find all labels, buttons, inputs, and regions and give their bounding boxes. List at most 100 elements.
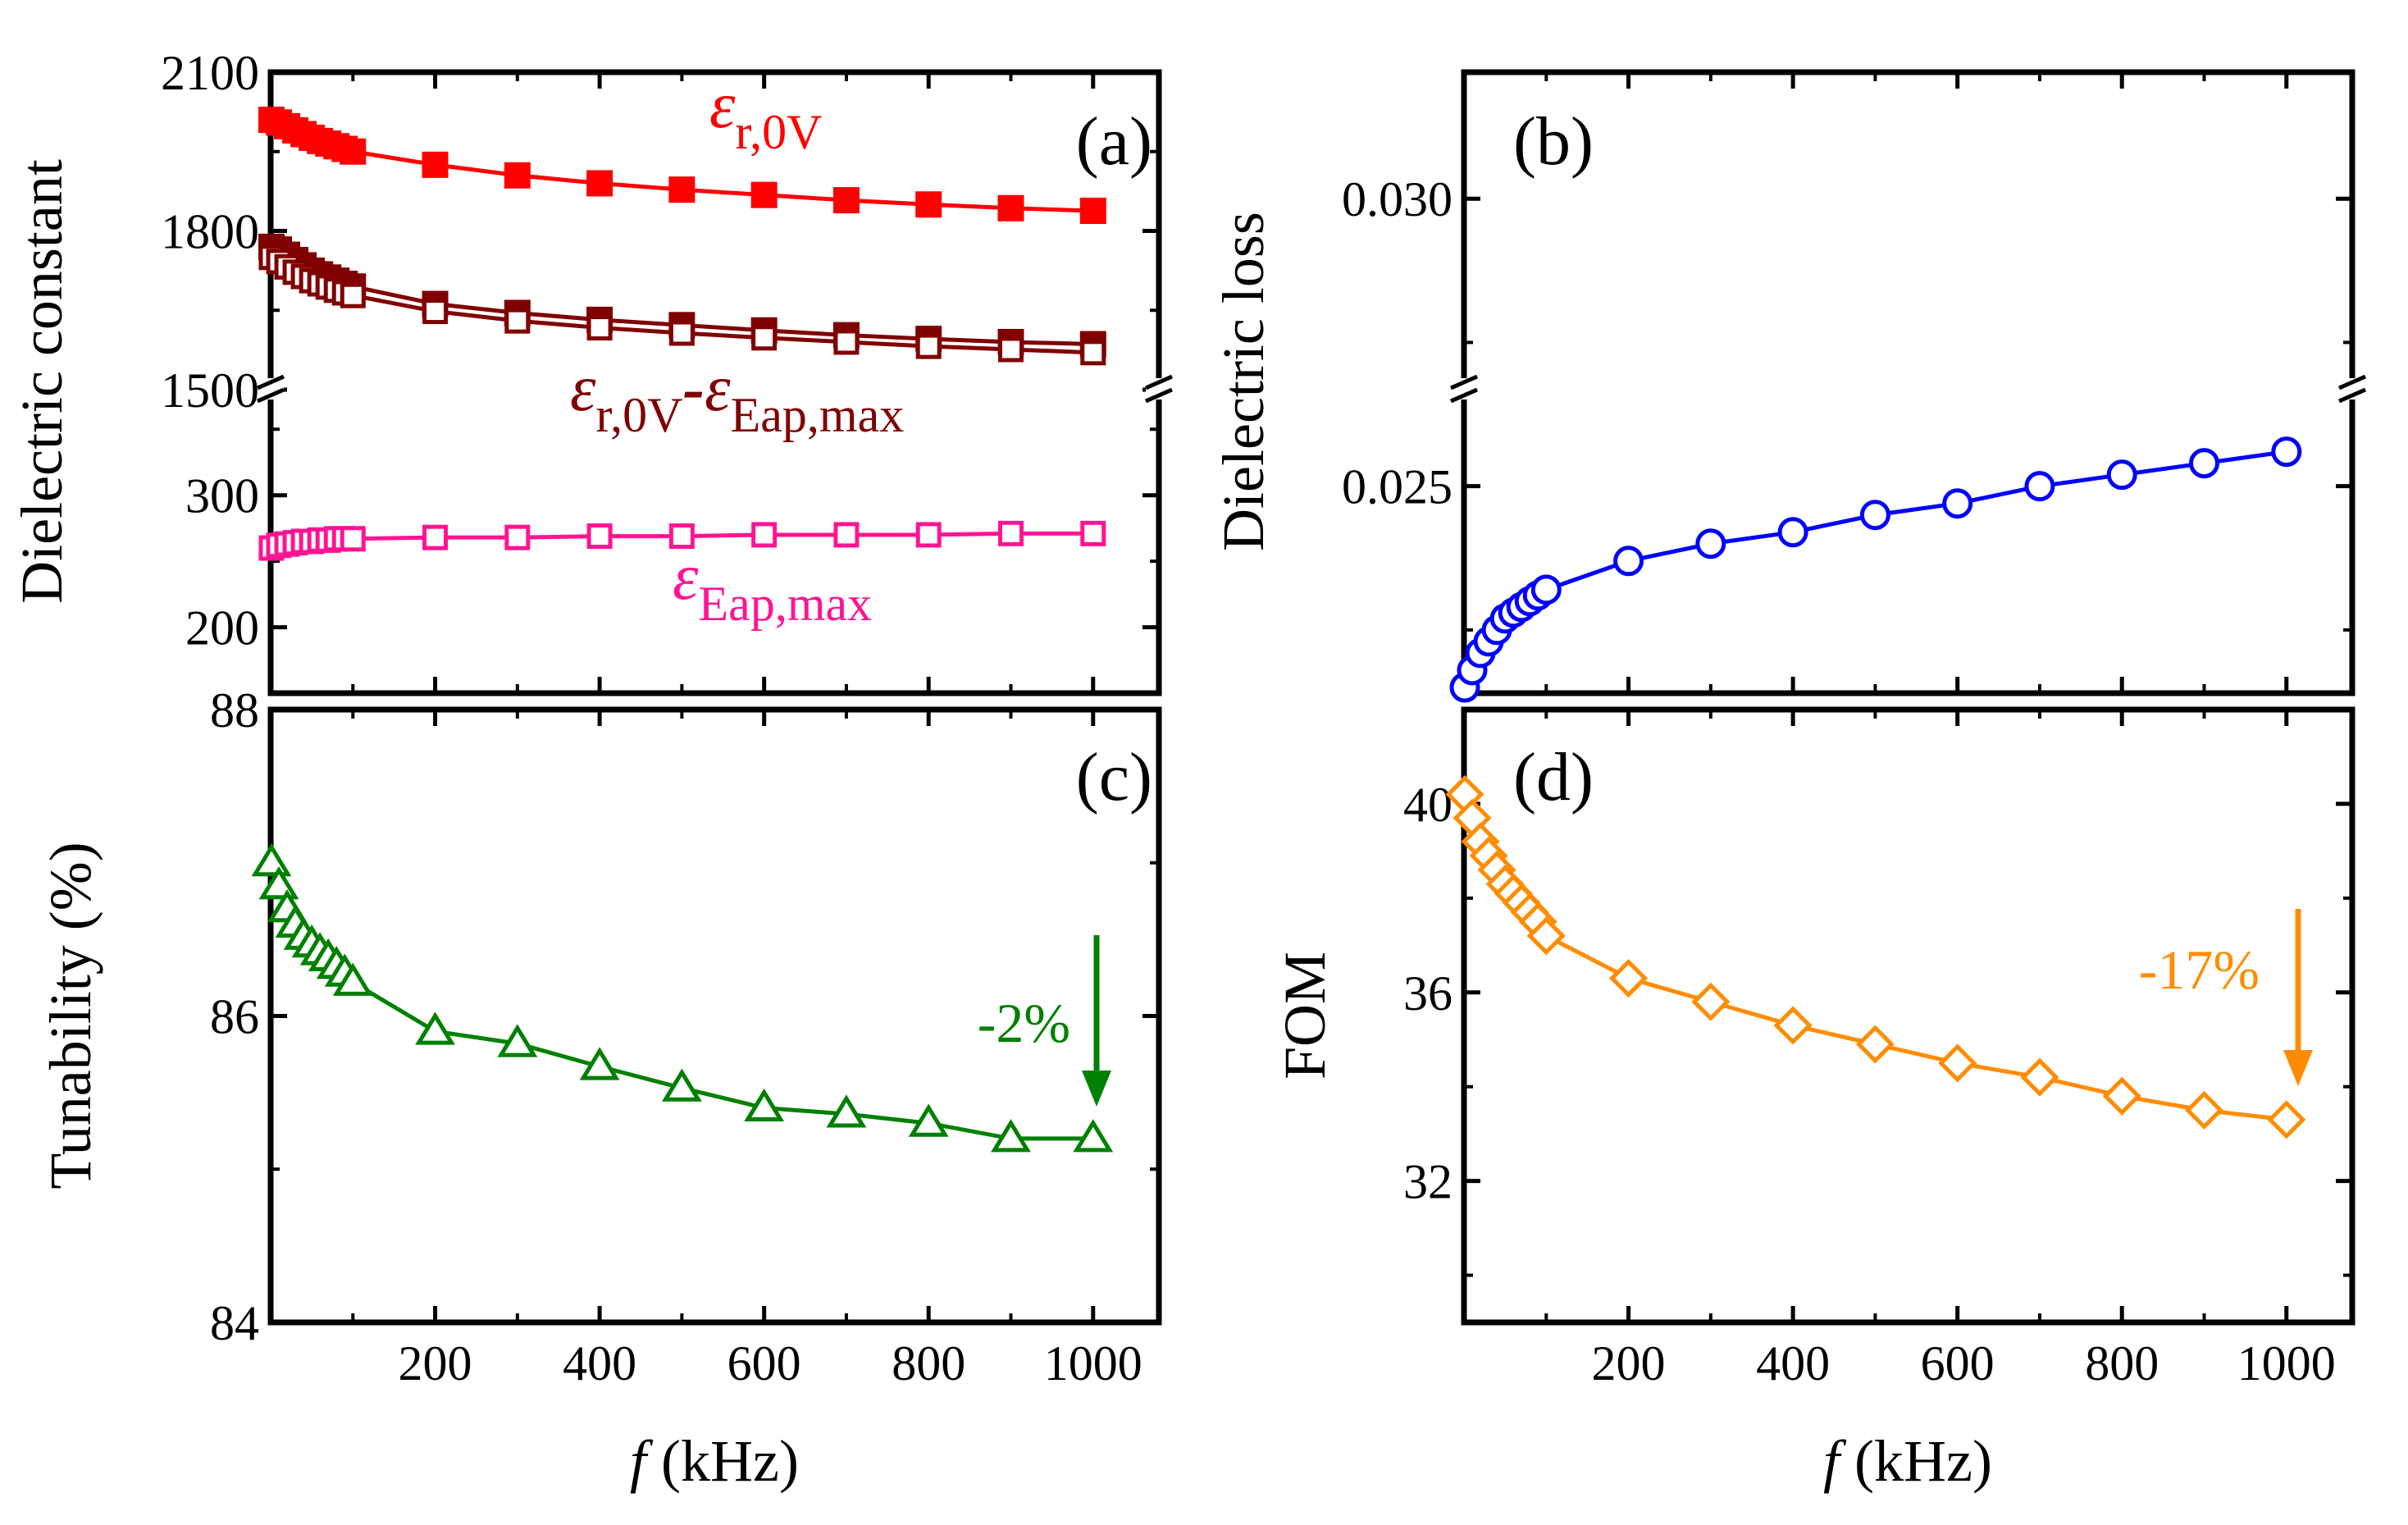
data-point-2-15 [751, 325, 778, 351]
annotation-diff-part-2: - [682, 353, 705, 425]
data-point-0-15 [1942, 488, 1973, 519]
data-point-0-15 [744, 1088, 785, 1122]
data-point-2-11 [422, 299, 449, 325]
data-point-0-11 [1609, 958, 1649, 998]
annotation-er0v: εr,0V [709, 70, 822, 159]
data-point-0-13 [579, 1047, 620, 1080]
annotation-eap-symbol: ε [673, 541, 699, 614]
annotation-er0v-symbol: ε [709, 70, 736, 142]
data-point-0-16 [826, 1094, 867, 1128]
annotation-percent: -2% [978, 992, 1070, 1054]
annotation-diff: εr,0V-εEap,max [570, 353, 904, 442]
y-tick-label: 300 [185, 469, 259, 523]
panel-label: (c) [1076, 739, 1152, 815]
arrow-head [1082, 1071, 1111, 1107]
data-point-0-12 [504, 162, 531, 189]
plot-frame [1461, 69, 2356, 696]
data-point-0-10 [332, 962, 373, 996]
y-tick-label: 1500 [161, 363, 259, 418]
y-axis-label: Dielectric loss [1211, 212, 1276, 551]
y-tick-label: 84 [210, 1296, 259, 1350]
series-line-0 [1462, 450, 2287, 688]
panel-a: 2100 1800 1500 300 200 Dielectric constant (a)… [9, 46, 1174, 696]
data-point-0-12 [497, 1024, 538, 1057]
data-point-3-13 [586, 523, 613, 550]
data-point-2-10 [340, 282, 366, 308]
data-point-0-14 [661, 1068, 702, 1102]
annotation-diff-part-3: ε [705, 353, 731, 425]
data-point-0-13 [586, 170, 613, 197]
axis-break-mark [256, 387, 285, 404]
data-point-0-16 [832, 187, 860, 214]
panel-d: 200 400 600 800 1000 40 36 32 FOM f (kHz) (d) -17% [1272, 706, 2356, 1494]
data-point-0-11 [422, 151, 449, 178]
data-point-0-17 [915, 191, 942, 218]
x-axis-label: f (kHz) [630, 1428, 799, 1494]
data-point-0-17 [908, 1103, 949, 1137]
data-point-3-16 [833, 522, 860, 548]
data-point-2-14 [668, 320, 695, 346]
annotation-eap: εEap,max [673, 541, 872, 631]
x-tick-label: 800 [2085, 1336, 2159, 1390]
x-tick-label: 600 [1921, 1336, 1995, 1390]
data-point-3-12 [504, 524, 531, 550]
data-point-2-19 [1080, 340, 1106, 366]
data-point-2-18 [998, 336, 1024, 363]
data-point-0-19 [2271, 436, 2302, 468]
data-point-0-10 [340, 138, 367, 165]
axis-break-mark [1449, 387, 1479, 404]
data-point-0-18 [991, 1119, 1031, 1153]
x-tick-label: 800 [892, 1336, 965, 1390]
x-tick-label: 1000 [2237, 1336, 2336, 1390]
panel-label: (d) [1513, 739, 1594, 815]
panel-b: 0.030 0.025 Dielectric loss (b) [1211, 69, 2367, 703]
x-axis-label-unit: (kHz) [1854, 1428, 1992, 1494]
y-axis-label: FOM [1272, 952, 1338, 1080]
annotation-percent: -17% [2139, 938, 2260, 1001]
axis-break-mark [1449, 374, 1479, 390]
data-point-3-18 [998, 520, 1024, 546]
data-point-3-19 [1080, 520, 1106, 546]
data-point-0-19 [1079, 197, 1106, 224]
annotation-diff-part-4: Eap,max [731, 388, 905, 442]
data-point-0-14 [1855, 1025, 1895, 1064]
x-tick-label: 400 [1756, 1336, 1830, 1390]
data-point-0-14 [1859, 500, 1890, 531]
arrow-head [2283, 1050, 2313, 1086]
data-point-0-0 [251, 842, 292, 877]
x-axis-label-symbol: f [630, 1428, 661, 1494]
y-axis-label: Dielectric constant [9, 159, 75, 604]
x-axis-label-symbol: f [1823, 1428, 1854, 1494]
data-point-0-19 [2267, 1100, 2306, 1139]
axis-break-mark [256, 374, 285, 390]
data-point-0-10 [1530, 574, 1562, 605]
annotation-diff-part-1: r,0V [596, 388, 683, 442]
annotation-er0v-subscript: r,0V [736, 105, 823, 159]
y-tick-label: 36 [1403, 966, 1453, 1020]
data-point-3-11 [422, 524, 449, 550]
panel-label: (a) [1076, 103, 1152, 180]
data-point-0-15 [750, 181, 778, 208]
x-tick-label: 1000 [1044, 1336, 1142, 1390]
data-point-0-17 [2102, 1076, 2141, 1116]
data-point-0-14 [668, 176, 695, 203]
data-point-2-17 [915, 333, 942, 359]
data-point-0-12 [1695, 528, 1726, 559]
y-tick-label: 0.030 [1342, 172, 1453, 226]
panel-c: 200 400 600 800 1000 88 86 84 Tunability (%) f (k… [38, 683, 1162, 1494]
plot-frame [1461, 706, 2356, 1326]
y-tick-label: 40 [1403, 778, 1453, 832]
data-point-0-12 [1691, 982, 1731, 1021]
data-point-0-18 [2184, 1090, 2224, 1130]
data-point-0-10 [1526, 916, 1566, 956]
x-axis-label: f (kHz) [1823, 1428, 1992, 1494]
annotation-diff-part-0: ε [570, 353, 596, 425]
y-tick-label: 32 [1403, 1155, 1453, 1209]
x-tick-label: 200 [399, 1336, 472, 1390]
x-tick-label: 400 [563, 1336, 636, 1390]
data-point-0-16 [2024, 471, 2055, 502]
axis-break-mark [2337, 387, 2367, 404]
data-point-3-15 [751, 522, 778, 548]
data-point-3-17 [915, 522, 942, 548]
